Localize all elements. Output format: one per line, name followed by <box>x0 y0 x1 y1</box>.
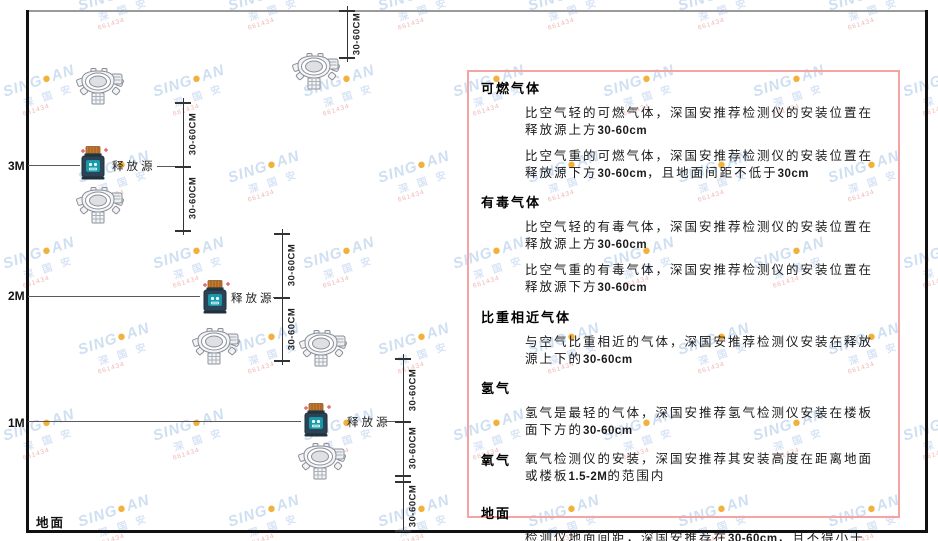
panel-section-title: 氧气 <box>481 453 512 469</box>
dimension-tick <box>274 297 290 299</box>
panel-section-title: 可燃气体 <box>481 82 542 97</box>
height-label-3m: 3M <box>8 159 25 173</box>
panel-paragraph: 比空气重的可燃气体，深国安推荐检测仪的安装位置在释放源下方30-60cm，且地面… <box>525 147 874 180</box>
dimension-tick <box>395 421 411 423</box>
panel-section-title: 氢气 <box>481 382 512 398</box>
level-line-1m <box>28 421 301 422</box>
dimension-label: 30-60CM <box>187 112 199 156</box>
panel-paragraph: 检测仪地面间距，深国安推荐在30-60cm，且不得小于30cm，因为过低容易水溅… <box>525 530 865 541</box>
panel-paragraph: 氢气是最轻的气体，深国安推荐氢气检测仪安装在楼板面下方的30-60cm <box>525 405 874 438</box>
panel-paragraph: 与空气比重相近的气体，深国安推荐检测仪安装在释放源上下的30-60cm <box>525 333 874 366</box>
panel-paragraph: 比空气重的有毒气体，深国安推荐检测仪的安装位置在释放源下方30-60cm <box>525 261 874 294</box>
dimension-tick <box>175 102 191 104</box>
dimension-tick <box>395 481 411 483</box>
level-line-3m <box>28 165 80 166</box>
release-source-label: 释放源 <box>231 291 275 305</box>
connector-1m <box>386 421 403 422</box>
panel-section-title: 比重相近气体 <box>481 310 572 326</box>
panel-section: 氧气 氧气检测仪的安装，深国安推荐其安装高度在距离地面或楼板1.5-2M的范围内 <box>481 450 886 486</box>
dimension-label: 30-60CM <box>407 484 419 528</box>
panel-section: 地面检测仪地面间距，深国安推荐在30-60cm，且不得小于30cm，因为过低容易… <box>481 503 886 541</box>
dimension-label: 30-60CM <box>187 176 199 220</box>
release-source-icon <box>78 146 108 180</box>
release-source-icon <box>200 280 230 314</box>
gas-detector-icon <box>298 441 346 481</box>
panel-section: 比重相近气体与空气比重相近的气体，深国安推荐检测仪安装在释放源上下的30-60c… <box>481 307 886 369</box>
release-source-icon <box>301 403 331 437</box>
dimension-label: 30-60CM <box>351 12 363 56</box>
dimension-tick <box>274 233 290 235</box>
dimension-label: 30-60CM <box>286 307 298 351</box>
dimension-tick <box>339 57 355 59</box>
dimension-label: 30-60CM <box>407 426 419 470</box>
connector-3m <box>157 166 183 167</box>
release-source-label: 释放源 <box>112 159 156 173</box>
instruction-panel: 可燃气体比空气轻的可燃气体，深国安推荐检测仪的安装位置在释放源上方30-60cm… <box>467 70 900 541</box>
dimension-label: 30-60CM <box>407 368 419 412</box>
panel-paragraph: 氧气检测仪的安装，深国安推荐其安装高度在距离地面或楼板1.5-2M的范围内 <box>525 450 874 483</box>
ceiling-line <box>27 10 928 12</box>
instruction-sections: 可燃气体比空气轻的可燃气体，深国安推荐检测仪的安装位置在释放源上方30-60cm… <box>481 78 886 541</box>
panel-section-title: 有毒气体 <box>481 196 542 212</box>
gas-detector-icon <box>299 328 347 368</box>
dimension-line-1m <box>403 354 404 532</box>
right-wall-line <box>925 10 928 533</box>
ground-line <box>27 530 928 533</box>
level-line-2m <box>28 296 200 297</box>
dimension-tick <box>395 530 411 532</box>
left-wall-line <box>26 10 29 533</box>
height-label-1m: 1M <box>8 416 25 430</box>
dimension-label: 30-60CM <box>286 243 298 287</box>
gas-detector-icon <box>76 66 124 106</box>
dimension-tick <box>395 358 411 360</box>
release-source-label: 释放源 <box>347 415 391 429</box>
dimension-tick <box>339 10 355 12</box>
panel-section: 有毒气体比空气轻的有毒气体，深国安推荐检测仪的安装位置在释放源上方30-60cm… <box>481 192 886 296</box>
panel-section: 可燃气体比空气轻的可燃气体，深国安推荐检测仪的安装位置在释放源上方30-60cm… <box>481 78 886 182</box>
gas-detector-icon <box>292 51 340 91</box>
panel-paragraph: 比空气轻的有毒气体，深国安推荐检测仪的安装位置在释放源上方30-60cm <box>525 219 874 252</box>
dimension-line-ceiling <box>347 6 348 62</box>
dimension-tick <box>175 230 191 232</box>
dimension-tick <box>395 475 411 477</box>
gas-detector-icon <box>76 185 124 225</box>
dimension-tick <box>175 166 191 168</box>
height-label-2m: 2M <box>8 289 25 303</box>
dimension-tick <box>274 360 290 362</box>
gas-detector-icon <box>192 326 240 366</box>
panel-paragraph: 比空气轻的可燃气体，深国安推荐检测仪的安装位置在释放源上方30-60cm <box>525 105 874 137</box>
panel-section-title: 地面 <box>481 507 512 523</box>
panel-section: 氢气 氢气是最轻的气体，深国安推荐氢气检测仪安装在楼板面下方的30-60cm <box>481 378 886 440</box>
ground-label: 地面 <box>36 515 66 530</box>
